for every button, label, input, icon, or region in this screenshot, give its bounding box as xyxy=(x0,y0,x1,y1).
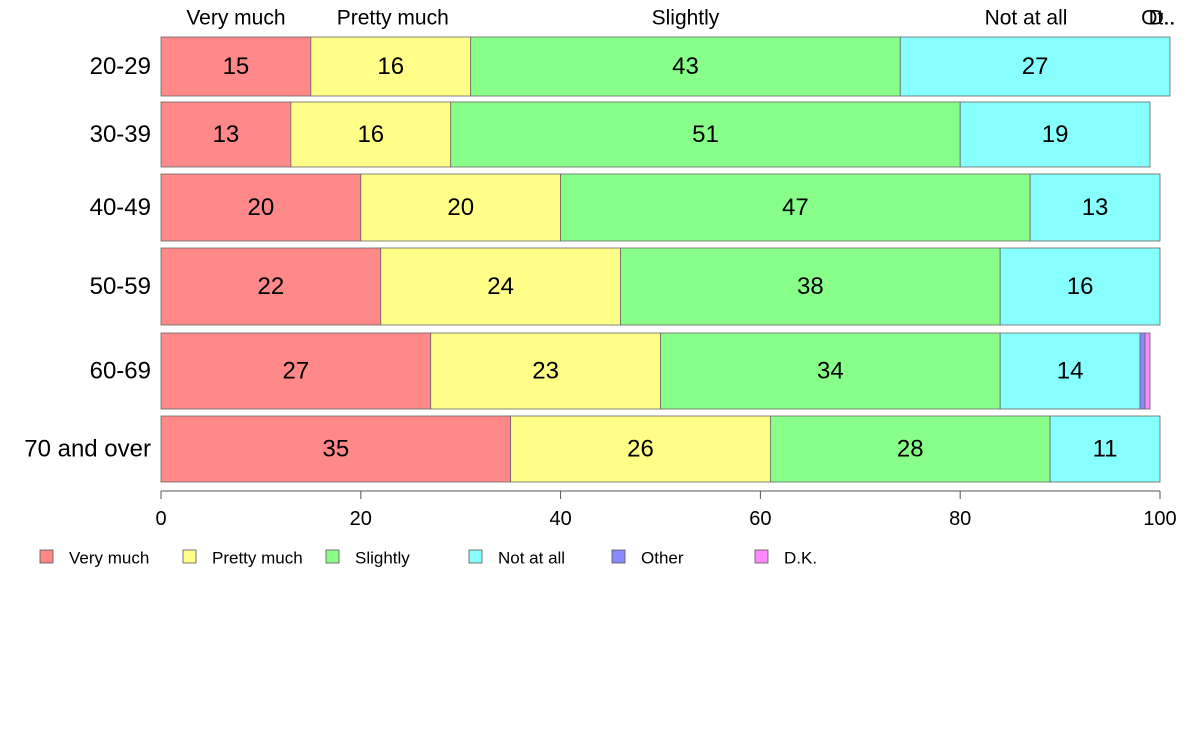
legend-swatch xyxy=(182,549,197,564)
legend-label: Slightly xyxy=(355,549,410,568)
legend-swatch xyxy=(39,549,54,564)
bar-segment-not-at-all xyxy=(899,36,1171,97)
bar-segment-very-much xyxy=(160,415,512,483)
category-label: 70 and over xyxy=(24,436,151,463)
category-label: 50-59 xyxy=(90,273,151,300)
x-tick-label: 40 xyxy=(549,508,571,530)
x-tick-label: 20 xyxy=(350,508,372,530)
x-tick-label: 80 xyxy=(949,508,971,530)
legend-item-slightly: Slightly xyxy=(325,549,410,568)
bar-value-label: 27 xyxy=(1022,53,1049,80)
category-label: 60-69 xyxy=(90,358,151,385)
column-header-label: Very much xyxy=(186,7,285,30)
legend-label: Not at all xyxy=(498,549,565,568)
column-header-label: Ot.. xyxy=(1141,7,1175,30)
legend-label: Very much xyxy=(69,549,149,568)
bar-row-70-and-over: 35 26 28 11 70 and over xyxy=(24,415,1161,483)
bar-value-label: 16 xyxy=(357,121,384,148)
bar-segment-pretty-much xyxy=(360,173,561,242)
bar-row-20-29: 15 16 43 27 20-29 xyxy=(90,36,1171,97)
legend-item-pretty-much: Pretty much xyxy=(182,549,303,568)
column-header-label: Slightly xyxy=(652,7,720,30)
bar-segment-slightly xyxy=(560,173,1031,242)
bar-segment-very-much xyxy=(160,173,362,242)
legend: Very much Pretty much Slightly Not at all Ot… xyxy=(39,549,817,568)
bar-value-label: 23 xyxy=(532,358,559,385)
legend-item-d-k: D.K. xyxy=(754,549,817,568)
bar-segment-pretty-much xyxy=(380,247,621,326)
bar-row-40-49: 20 20 47 13 40-49 xyxy=(90,173,1161,242)
bar-value-label: 16 xyxy=(377,53,404,80)
bar-segment-very-much xyxy=(160,247,382,326)
legend-swatch xyxy=(611,549,626,564)
bar-row-50-59: 22 24 38 16 50-59 xyxy=(90,247,1161,326)
bar-value-label: 38 xyxy=(797,273,824,300)
legend-label: Pretty much xyxy=(212,549,303,568)
bar-value-label: 16 xyxy=(1067,273,1094,300)
bar-segment-not-at-all xyxy=(1029,173,1161,242)
column-header-labels: Very much Pretty much Slightly Not at all Ot… xyxy=(186,7,1175,30)
legend-swatch xyxy=(325,549,340,564)
x-tick-label: 0 xyxy=(155,508,166,530)
bar-segment-slightly xyxy=(660,332,1001,410)
column-header-label: D.. xyxy=(1149,7,1176,30)
bar-segment-slightly xyxy=(620,247,1001,326)
bar-segment-slightly xyxy=(450,101,961,168)
legend-swatch xyxy=(468,549,483,564)
bar-row-30-39: 13 16 51 19 30-39 xyxy=(90,101,1151,168)
bar-segment-d-k xyxy=(1144,332,1151,410)
x-tick-label: 100 xyxy=(1143,508,1176,530)
bar-value-label: 28 xyxy=(897,436,924,463)
bar-value-label: 35 xyxy=(322,436,349,463)
bar-segment-pretty-much xyxy=(310,36,472,97)
column-header-label: Not at all xyxy=(985,7,1068,30)
bar-segment-pretty-much xyxy=(510,415,771,483)
x-axis: 0 20 40 60 80 100 xyxy=(155,490,1177,530)
category-label: 40-49 xyxy=(90,194,151,221)
bar-segment-very-much xyxy=(160,101,292,168)
bar-segment-other xyxy=(1139,332,1146,410)
bar-value-label: 34 xyxy=(817,358,844,385)
bar-segment-not-at-all xyxy=(959,101,1151,168)
bar-value-label: 20 xyxy=(447,194,474,221)
bar-value-label: 26 xyxy=(627,436,654,463)
bar-value-label: 14 xyxy=(1057,358,1084,385)
legend-label: D.K. xyxy=(784,549,817,568)
bar-value-label: 27 xyxy=(283,358,310,385)
bar-value-label: 43 xyxy=(672,53,699,80)
bar-value-label: 47 xyxy=(782,194,809,221)
bar-segment-pretty-much xyxy=(290,101,452,168)
x-tick-label: 60 xyxy=(749,508,771,530)
bar-value-label: 24 xyxy=(487,273,514,300)
bar-value-label: 13 xyxy=(213,121,240,148)
legend-item-very-much: Very much xyxy=(39,549,149,568)
legend-item-other: Other xyxy=(611,549,684,568)
bar-segment-not-at-all xyxy=(999,247,1161,326)
bar-row-60-69: 27 23 34 14 60-69 xyxy=(90,332,1151,410)
category-label: 30-39 xyxy=(90,121,151,148)
legend-label: Other xyxy=(641,549,684,568)
bar-value-label: 51 xyxy=(692,121,719,148)
category-label: 20-29 xyxy=(90,53,151,80)
legend-item-not-at-all: Not at all xyxy=(468,549,565,568)
bar-value-label: 19 xyxy=(1042,121,1069,148)
bar-value-label: 22 xyxy=(258,273,285,300)
bar-value-label: 13 xyxy=(1082,194,1109,221)
bar-value-label: 15 xyxy=(223,53,250,80)
bar-segment-pretty-much xyxy=(430,332,661,410)
bar-segment-not-at-all xyxy=(1049,415,1161,483)
column-header-label: Pretty much xyxy=(337,7,449,30)
legend-swatch xyxy=(754,549,769,564)
bar-value-label: 20 xyxy=(248,194,275,221)
bar-value-label: 11 xyxy=(1093,436,1118,463)
